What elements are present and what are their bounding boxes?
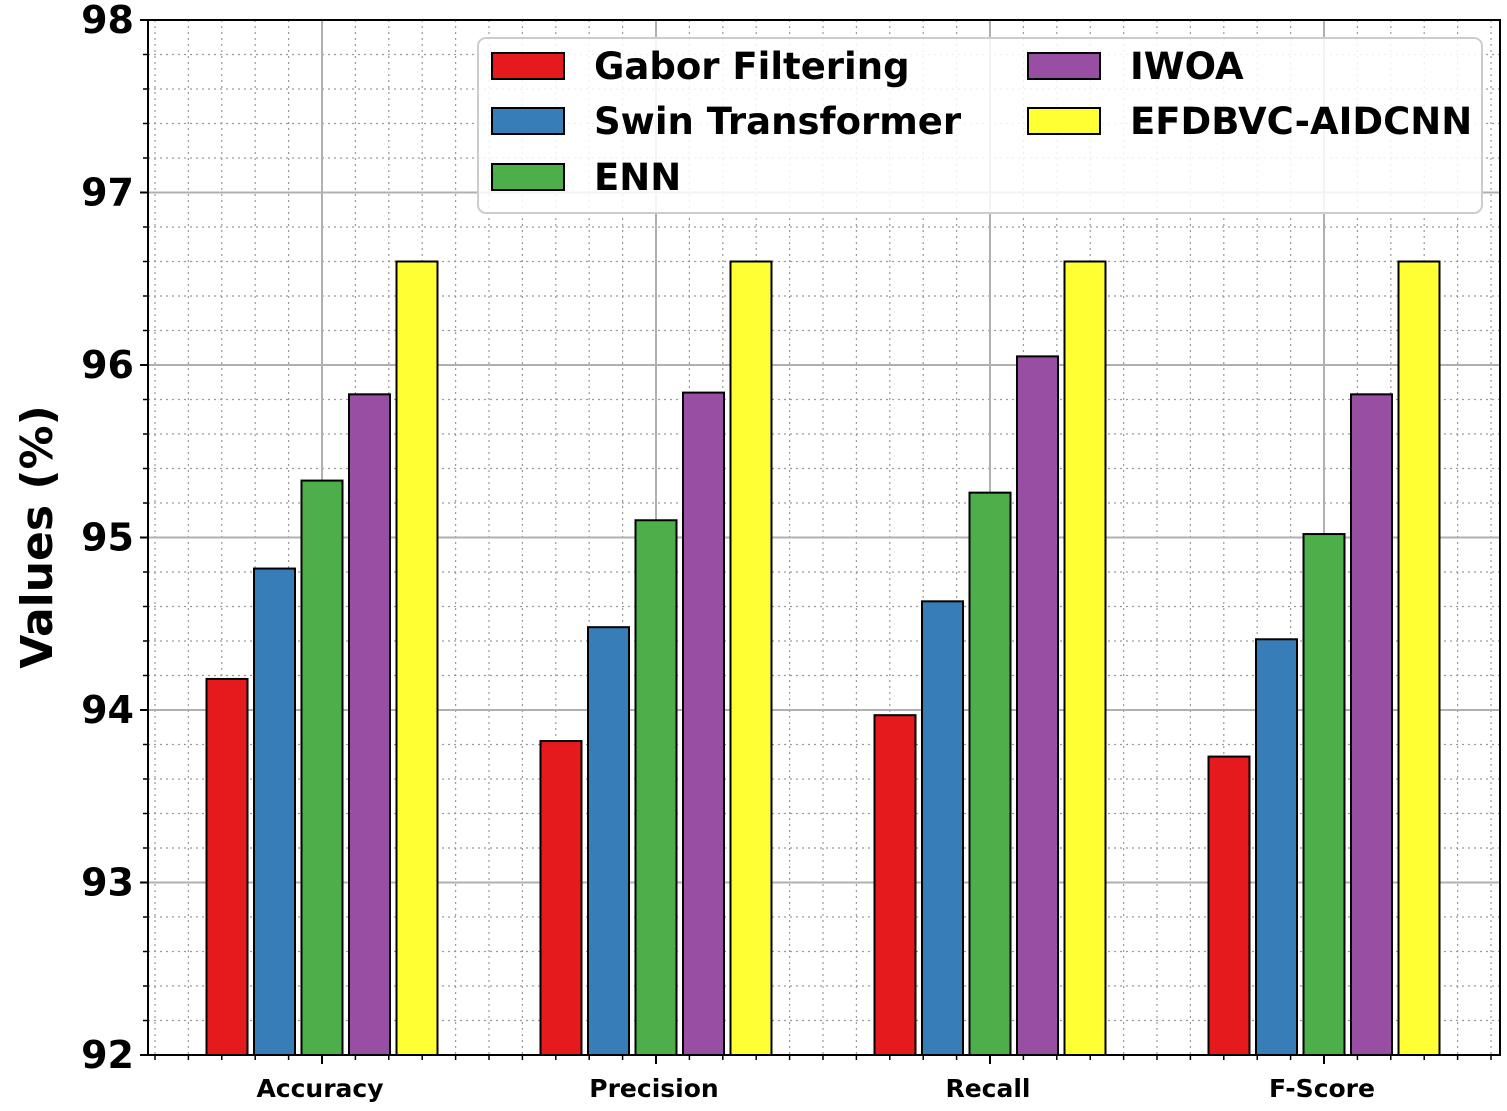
legend-box xyxy=(477,37,1483,214)
x-tick-label: F-Score xyxy=(1269,1074,1375,1103)
bar-efdbvc-aidcnn-recall xyxy=(1063,260,1107,1056)
x-tick-label: Accuracy xyxy=(256,1074,383,1103)
x-tick-label: Recall xyxy=(945,1074,1030,1103)
bar-gabor-filtering-accuracy xyxy=(205,677,249,1056)
y-tick-label: 95 xyxy=(81,516,134,560)
y-tick-label: 93 xyxy=(81,861,134,905)
bar-swin-transformer-f-score xyxy=(1255,638,1298,1057)
bars xyxy=(205,260,1441,1057)
bar-swin-transformer-accuracy xyxy=(253,567,296,1056)
bar-swin-transformer-recall xyxy=(921,600,964,1056)
legend-swatch-iwoa xyxy=(1027,52,1101,80)
legend-swatch-gabor-filtering xyxy=(491,52,565,80)
bar-iwoa-recall xyxy=(1016,355,1059,1056)
y-tick-label: 94 xyxy=(81,688,134,732)
bar-gabor-filtering-f-score xyxy=(1207,755,1251,1056)
legend-swatch-efdbvc-aidcnn xyxy=(1027,107,1101,135)
bar-iwoa-f-score xyxy=(1350,393,1393,1056)
y-axis-label: Values (%) xyxy=(12,405,63,668)
bar-iwoa-accuracy xyxy=(348,393,391,1056)
x-tick-label: Precision xyxy=(589,1074,718,1103)
legend-label: ENN xyxy=(594,156,681,199)
bar-enn-recall xyxy=(968,491,1012,1056)
bar-gabor-filtering-precision xyxy=(539,740,583,1056)
bar-enn-f-score xyxy=(1302,533,1346,1056)
bar-enn-accuracy xyxy=(300,479,344,1056)
legend-swatch-enn xyxy=(491,163,565,191)
bar-swin-transformer-precision xyxy=(587,626,630,1056)
legend-label: IWOA xyxy=(1130,45,1244,88)
bar-efdbvc-aidcnn-precision xyxy=(729,260,773,1056)
legend: Gabor Filtering Swin Transformer ENN IWOA EF… xyxy=(477,37,1483,214)
bar-iwoa-precision xyxy=(682,391,725,1057)
y-tick-label: 92 xyxy=(81,1033,134,1077)
legend-label: Swin Transformer xyxy=(594,100,962,143)
bar-gabor-filtering-recall xyxy=(873,714,917,1056)
legend-label: EFDBVC-AIDCNN xyxy=(1130,100,1472,143)
y-tick-label: 98 xyxy=(81,0,134,42)
y-tick-label: 96 xyxy=(81,343,134,387)
axes: 92 93 94 95 96 97 98 Accuracy Precision Recall F-S… xyxy=(81,0,1492,1103)
legend-swatch-swin-transformer xyxy=(491,107,565,135)
bar-efdbvc-aidcnn-accuracy xyxy=(395,260,439,1056)
y-tick-label: 97 xyxy=(81,171,134,215)
bar-efdbvc-aidcnn-f-score xyxy=(1397,260,1441,1056)
legend-label: Gabor Filtering xyxy=(594,45,910,88)
bar-enn-precision xyxy=(634,519,678,1056)
